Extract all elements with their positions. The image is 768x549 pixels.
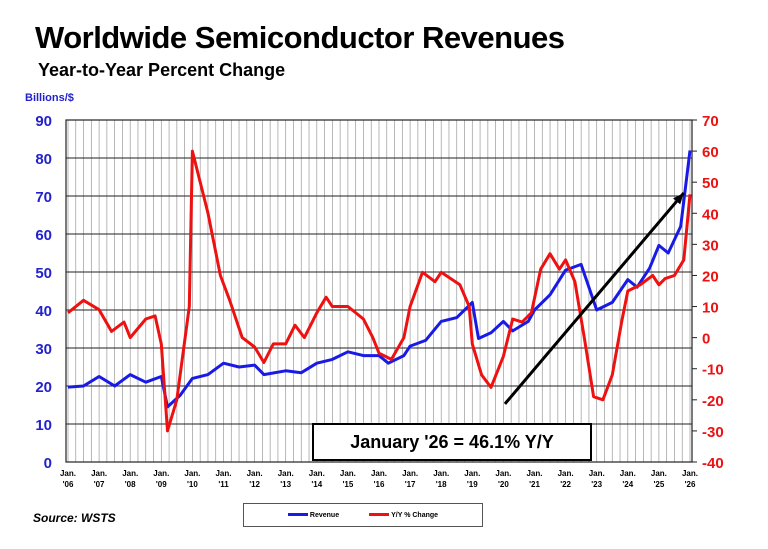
annotation-box: January '26 = 46.1% Y/Y (312, 423, 592, 461)
legend-item-revenue: Revenue (287, 511, 340, 519)
chart-subtitle: Year-to-Year Percent Change (38, 60, 286, 80)
legend-item-yoy: Y/Y % Change (369, 512, 438, 519)
x-tick-label: Jan. (526, 469, 542, 478)
x-tick-label: Jan. (589, 469, 605, 478)
x-tick-label: '20 (498, 480, 509, 489)
y-tick-label: 90 (35, 113, 52, 130)
x-tick-label: Jan. (433, 469, 449, 478)
legend-swatch-revenue (287, 513, 308, 517)
y2-tick-label: -20 (702, 393, 724, 410)
y-axis-label: Billions/$ (25, 92, 74, 104)
plot-frame (65, 119, 693, 463)
arrow-head-icon (673, 192, 684, 205)
legend: Revenue Y/Y % Change (243, 503, 483, 527)
x-tick-label: '08 (125, 480, 136, 489)
y2-tick-label: -40 (702, 455, 724, 472)
x-tick-label: '06 (63, 480, 74, 489)
yoy-change-line (67, 149, 692, 433)
y-tick-label: 0 (44, 455, 52, 472)
x-tick-label: '17 (405, 480, 416, 489)
x-tick-label: '25 (653, 480, 664, 489)
x-tick-label: '18 (436, 480, 447, 489)
y-tick-label: 70 (35, 189, 52, 206)
y2-tick-label: -30 (702, 424, 724, 441)
x-tick-label: '11 (218, 480, 229, 489)
y2-tick-label: 40 (702, 206, 719, 223)
x-tick-label: '23 (591, 480, 602, 489)
y2-tick-label: -10 (702, 362, 724, 379)
y2-tick-label: 50 (702, 175, 719, 192)
y-tick-label: 10 (35, 417, 52, 434)
legend-label: Revenue (309, 511, 340, 519)
x-tick-label: '21 (529, 480, 540, 489)
x-tick-label: Jan. (558, 469, 574, 478)
x-tick-label: Jan. (91, 469, 107, 478)
x-tick-label: '19 (467, 480, 478, 489)
x-tick-label: '12 (249, 480, 260, 489)
x-tick-label: '14 (311, 480, 322, 489)
x-tick-label: Jan. (153, 469, 169, 478)
x-tick-label: Jan. (495, 469, 511, 478)
y-tick-label: 40 (35, 303, 52, 320)
x-tick-label: '15 (342, 480, 353, 489)
legend-swatch-yoy (369, 513, 390, 517)
x-tick-label: '22 (560, 480, 571, 489)
x-tick-label: Jan. (340, 469, 356, 478)
y2-tick-label: 30 (702, 237, 719, 254)
x-tick-label: Jan. (122, 469, 138, 478)
x-tick-label: Jan. (464, 469, 480, 478)
y-tick-label: 60 (35, 227, 52, 244)
y2-tick-label: 10 (702, 300, 719, 317)
trend-arrow (503, 191, 685, 405)
y2-tick-label: 0 (702, 331, 710, 348)
x-tick-label: '07 (94, 480, 105, 489)
x-tick-label: Jan. (309, 469, 325, 478)
x-tick-label: Jan. (215, 469, 231, 478)
x-tick-label: '24 (622, 480, 633, 489)
x-tick-label: Jan. (60, 469, 76, 478)
y-tick-label: 30 (35, 341, 52, 358)
legend-label: Y/Y % Change (391, 511, 439, 519)
x-tick-label: '26 (685, 480, 696, 489)
source-note: Source: WSTS (33, 511, 116, 525)
x-tick-label: Jan. (402, 469, 418, 478)
x-tick-label: Jan. (247, 469, 263, 478)
x-tick-label: Jan. (651, 469, 667, 478)
y2-tick-label: 60 (702, 144, 719, 161)
y-tick-label: 20 (35, 379, 52, 396)
x-tick-label: Jan. (371, 469, 387, 478)
x-tick-label: Jan. (682, 469, 698, 478)
x-tick-label: Jan. (184, 469, 200, 478)
x-tick-label: '09 (156, 480, 167, 489)
y2-tick-label: 70 (702, 113, 719, 130)
y2-tick-label: 20 (702, 268, 719, 285)
x-tick-label: Jan. (278, 469, 294, 478)
y-tick-label: 50 (35, 265, 52, 282)
x-tick-label: '10 (187, 480, 198, 489)
y-tick-label: 80 (35, 151, 52, 168)
x-tick-label: Jan. (620, 469, 636, 478)
x-tick-label: '16 (374, 480, 385, 489)
chart-title: Worldwide Semiconductor Revenues (35, 20, 565, 55)
x-tick-label: '13 (280, 480, 291, 489)
